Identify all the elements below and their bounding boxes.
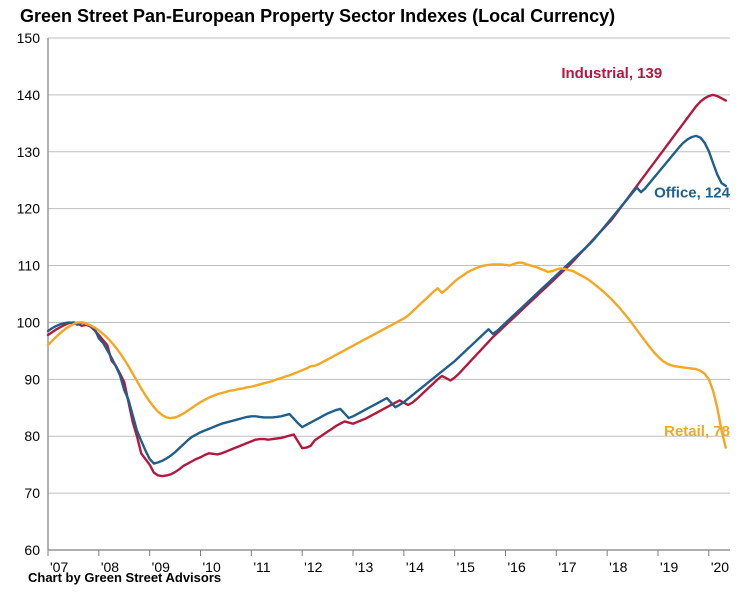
y-tick-label: 130 [17, 144, 41, 160]
y-tick-label: 90 [24, 371, 40, 387]
chart-title: Green Street Pan-European Property Secto… [20, 6, 615, 27]
y-tick-label: 60 [24, 542, 40, 558]
x-tick-label: '12 [304, 559, 322, 575]
x-tick-label: '11 [253, 559, 270, 575]
y-tick-label: 120 [17, 201, 41, 217]
series-line-office [48, 136, 726, 464]
y-tick-label: 80 [24, 428, 40, 444]
series-line-retail [48, 263, 726, 448]
y-tick-label: 110 [18, 258, 41, 274]
x-tick-label: '15 [457, 559, 475, 575]
chart-container: Green Street Pan-European Property Secto… [0, 0, 743, 595]
series-label-industrial: Industrial, 139 [561, 65, 662, 82]
chart-svg: 60708090100110120130140150'07'08'09'10'1… [0, 0, 743, 595]
x-tick-label: '20 [711, 559, 729, 575]
x-tick-label: '18 [609, 559, 627, 575]
chart-footer: Chart by Green Street Advisors [28, 570, 221, 585]
series-label-retail: Retail, 78 [664, 423, 730, 440]
x-tick-label: '13 [355, 559, 373, 575]
x-tick-label: '17 [558, 559, 576, 575]
x-tick-label: '16 [507, 559, 525, 575]
y-tick-label: 100 [17, 314, 41, 330]
y-tick-label: 150 [17, 30, 41, 46]
series-label-office: Office, 124 [654, 184, 731, 201]
x-tick-label: '14 [406, 559, 424, 575]
y-tick-label: 140 [17, 87, 41, 103]
x-tick-label: '19 [660, 559, 678, 575]
y-tick-label: 70 [24, 485, 40, 501]
